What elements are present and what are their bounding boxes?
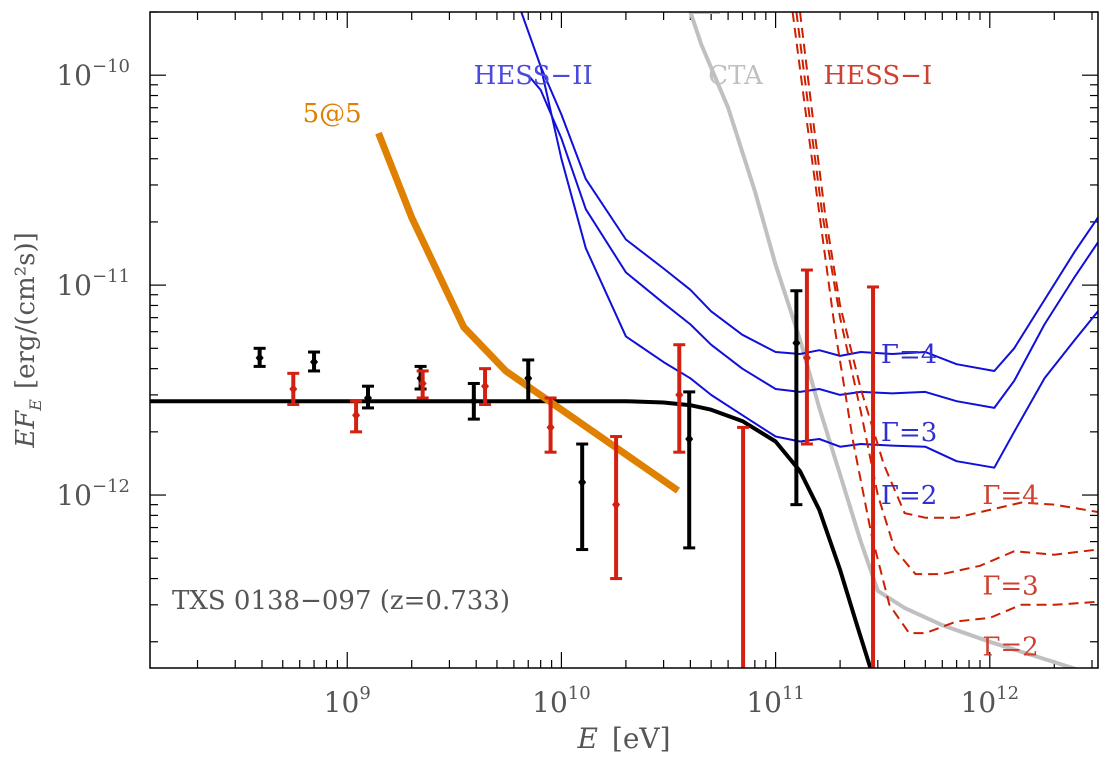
x-tick-label: 1012 <box>961 683 1020 719</box>
curve-label: Γ=2 <box>982 632 1038 662</box>
major-ticks <box>150 12 1098 668</box>
data-points-layer <box>253 268 880 668</box>
data-point <box>350 399 363 434</box>
marker-diamond <box>524 373 533 384</box>
marker-diamond <box>481 381 490 392</box>
curve-label: HESS−I <box>823 61 932 91</box>
curve-hess-ii-3 <box>527 74 1098 409</box>
source-annotation: TXS 0138−097 (z=0.733) <box>172 586 510 616</box>
data-point <box>253 346 266 368</box>
curve-hess-ii-2 <box>539 66 1098 469</box>
data-point <box>576 442 589 552</box>
marker-diamond <box>612 499 621 510</box>
marker-diamond <box>675 389 684 400</box>
curve-label: 5@5 <box>303 99 362 129</box>
marker-diamond <box>792 337 801 348</box>
data-point <box>800 268 813 446</box>
data-point <box>683 390 696 550</box>
data-point <box>361 384 374 410</box>
curve-label: Γ=4 <box>881 340 937 370</box>
curve-hess-i-3 <box>795 12 1098 576</box>
y-tick-label: 10−11 <box>56 266 130 302</box>
data-point <box>479 367 492 406</box>
minor-ticks <box>150 11 1098 668</box>
tick-labels: 109 1010 1011 1012 10−12 10−11 10−10 <box>56 56 1019 719</box>
marker-diamond <box>685 433 694 444</box>
marker-diamond <box>289 383 298 394</box>
marker-diamond <box>255 352 264 363</box>
plot-frame <box>149 11 1099 669</box>
curve-label: Γ=3 <box>881 418 937 448</box>
curve-hess-i-4 <box>799 12 1098 519</box>
x-tick-label: 109 <box>324 683 371 719</box>
curve-labels-layer: HESS−II CTA HESS−I 5@5 Γ=4 Γ=3 Γ=2 Γ=4 Γ=3 Γ=2 <box>303 61 1039 662</box>
marker-diamond <box>310 357 319 368</box>
data-point <box>544 396 557 454</box>
y-tick-label: 10−10 <box>56 56 130 92</box>
marker-diamond <box>352 410 361 421</box>
curve-hess-i-2 <box>791 12 1098 635</box>
data-point <box>287 371 300 406</box>
data-point <box>467 381 480 421</box>
y-tick-label: 10−12 <box>56 476 130 512</box>
curve-label: Γ=3 <box>982 572 1038 602</box>
curves-layer <box>150 12 1098 668</box>
data-point <box>673 343 686 454</box>
x-axis-label: E [eV] <box>576 722 670 755</box>
curve-label: CTA <box>708 61 764 91</box>
data-point <box>308 350 321 373</box>
marker-diamond <box>802 352 811 363</box>
curve-label: Γ=2 <box>881 481 937 511</box>
data-point <box>522 358 535 403</box>
y-axis-var-sub: E <box>26 399 45 412</box>
marker-diamond <box>418 378 427 389</box>
curve-cta <box>688 12 1080 668</box>
curve-model <box>150 399 873 668</box>
data-point <box>790 289 803 507</box>
curve-5-5 <box>375 131 680 494</box>
data-point <box>737 425 750 668</box>
x-tick-label: 1010 <box>532 683 591 719</box>
y-axis-unit: [erg/(cm²s)] <box>11 232 41 389</box>
y-axis-var: EF <box>11 410 41 449</box>
x-tick-label: 1011 <box>746 683 805 719</box>
y-axis-label: EFE [erg/(cm²s)] <box>11 232 45 449</box>
marker-diamond <box>469 396 478 407</box>
curve-hess-ii-4 <box>520 12 1098 372</box>
curve-label: HESS−II <box>474 61 593 91</box>
marker-diamond <box>363 392 372 403</box>
x-axis-var: E <box>576 722 597 755</box>
marker-diamond <box>546 422 555 433</box>
data-point <box>416 369 429 400</box>
x-axis-unit: [eV] <box>612 722 671 755</box>
data-point <box>867 285 880 668</box>
curve-label: Γ=4 <box>982 481 1038 511</box>
data-point <box>610 435 623 581</box>
marker-diamond <box>578 477 587 488</box>
